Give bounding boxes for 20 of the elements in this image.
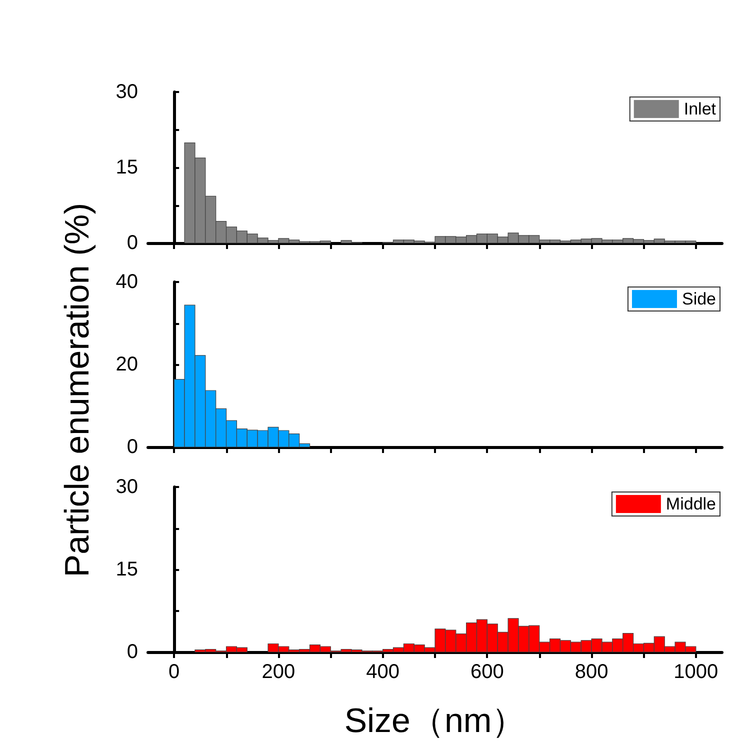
y-tick-label: 40 — [116, 271, 138, 293]
x-tick-label: 1000 — [674, 661, 718, 683]
y-tick-label: 15 — [116, 156, 138, 178]
x-tick-label: 800 — [574, 661, 608, 683]
y-tick-label: 0 — [126, 641, 138, 663]
x-tick-label: 200 — [262, 661, 296, 683]
legend-label: Inlet — [684, 100, 716, 118]
y-axis-title: Particle enumeration (%) — [58, 202, 98, 578]
legend-label: Side — [682, 290, 716, 308]
y-tick-label: 15 — [116, 558, 138, 580]
y-tick-label: 30 — [116, 476, 138, 498]
y-tick-label: 0 — [126, 232, 138, 254]
x-tick-label: 600 — [470, 661, 504, 683]
x-axis-title: Size（nm） — [344, 702, 526, 740]
y-tick-label: 0 — [126, 436, 138, 458]
y-tick-label: 30 — [116, 81, 138, 103]
x-tick-label: 400 — [366, 661, 400, 683]
y-tick-label: 20 — [116, 354, 138, 376]
legend-label: Middle — [666, 494, 716, 514]
x-tick-label: 0 — [168, 661, 180, 683]
